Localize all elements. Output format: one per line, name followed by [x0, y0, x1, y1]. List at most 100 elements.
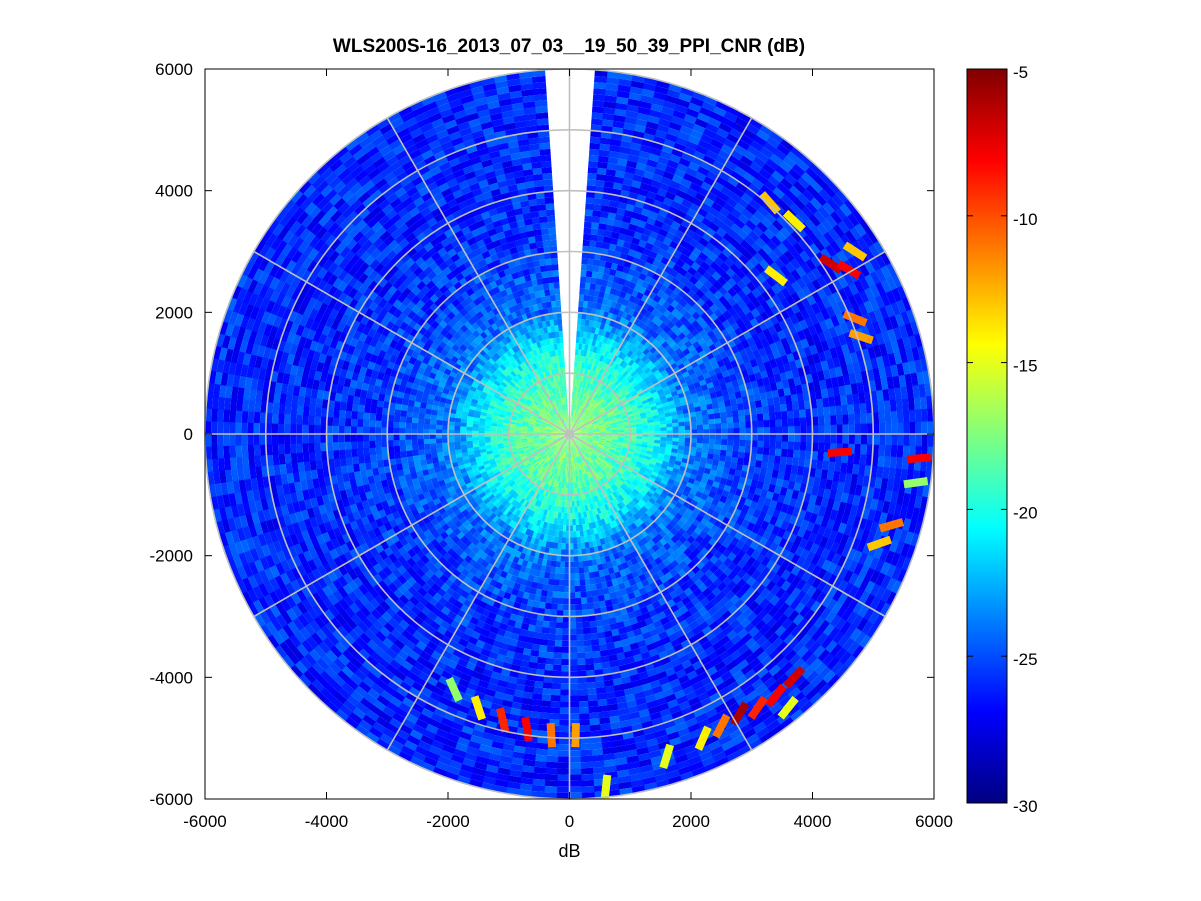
heatmap-cell	[676, 209, 688, 220]
heatmap-cell	[601, 362, 607, 370]
heatmap-cell	[665, 133, 679, 143]
heatmap-cell	[608, 150, 620, 159]
heatmap-cell	[859, 454, 867, 466]
heatmap-cell	[760, 399, 769, 408]
heatmap-cell	[617, 330, 624, 338]
heatmap-cell	[615, 245, 624, 253]
chart-title: WLS200S-16_2013_07_03__19_50_39_PPI_CNR …	[333, 36, 805, 57]
heatmap-cell	[658, 182, 671, 192]
heatmap-cell	[889, 456, 897, 470]
heatmap-cell	[662, 197, 674, 207]
heatmap-cell	[663, 138, 677, 149]
heatmap-cell	[579, 386, 584, 394]
heatmap-cell	[846, 394, 854, 406]
heatmap-cell	[715, 100, 731, 112]
heatmap-cell	[891, 422, 898, 435]
heatmap-cell	[817, 451, 825, 462]
heatmap-cell	[884, 411, 892, 424]
heatmap-cell	[577, 373, 581, 381]
heatmap-cell	[612, 348, 619, 356]
heatmap-cell	[786, 449, 794, 459]
heatmap-cell	[702, 424, 710, 430]
heatmap-cell	[595, 179, 606, 188]
heatmap-cell	[860, 434, 868, 446]
heatmap-cell	[577, 349, 582, 356]
heatmap-cell	[642, 228, 652, 237]
heatmap-cell	[739, 421, 746, 429]
heatmap-cell	[570, 415, 573, 422]
heatmap-cell	[577, 318, 582, 326]
heatmap-cell	[606, 218, 616, 226]
heatmap-cell	[594, 185, 605, 194]
heatmap-cell	[727, 434, 734, 441]
heatmap-cell	[684, 193, 696, 204]
heatmap-cell	[582, 239, 591, 247]
heatmap-cell	[580, 276, 587, 283]
heatmap-cell	[591, 302, 598, 310]
heatmap-cell	[594, 69, 609, 78]
heatmap-cell	[633, 231, 643, 240]
heatmap-cell	[588, 295, 595, 303]
heatmap-cell	[605, 89, 619, 97]
heatmap-cell	[613, 176, 625, 185]
heatmap-cell	[644, 165, 657, 174]
heatmap-cell	[766, 398, 775, 407]
heatmap-cell	[614, 335, 622, 343]
heatmap-cell	[628, 148, 641, 157]
heatmap-cell	[588, 154, 600, 162]
heatmap-cell	[596, 173, 607, 182]
heatmap-cell	[609, 346, 616, 354]
heatmap-cell	[587, 363, 593, 371]
heatmap-cell	[690, 96, 705, 108]
heatmap-cell	[859, 402, 867, 415]
heatmap-cell	[775, 434, 783, 442]
heatmap-cell	[575, 410, 578, 417]
heatmap-cell	[781, 418, 789, 428]
heatmap-cell	[629, 217, 640, 226]
heatmap-cell	[587, 383, 592, 390]
heatmap-cell	[576, 324, 582, 332]
heatmap-cell	[570, 421, 572, 429]
heatmap-cell	[573, 367, 577, 374]
heatmap-cell	[574, 361, 578, 368]
heatmap-cell	[597, 341, 603, 349]
heatmap-cell	[602, 242, 611, 250]
heatmap-cell	[654, 253, 665, 263]
heatmap-cell	[579, 282, 586, 289]
heatmap-cell	[575, 392, 579, 399]
heatmap-cell	[582, 337, 587, 345]
heatmap-cell	[690, 129, 704, 140]
heatmap-cell	[651, 141, 665, 151]
heatmap-cell	[575, 404, 578, 411]
heatmap-cell	[675, 189, 688, 200]
heatmap-cell	[620, 331, 628, 340]
heatmap-cell	[697, 166, 710, 177]
heatmap-cell	[631, 237, 641, 246]
heatmap-cell	[642, 428, 649, 432]
heatmap-cell	[625, 273, 634, 282]
heatmap-cell	[662, 237, 673, 247]
heatmap-cell	[594, 359, 600, 367]
heatmap-cell	[632, 174, 644, 183]
heatmap-cell	[586, 369, 591, 377]
heatmap-cell	[651, 97, 666, 107]
heatmap-cell	[648, 109, 663, 119]
heatmap-cell	[572, 416, 574, 423]
heatmap-cell	[575, 349, 579, 356]
heatmap-cell	[854, 443, 861, 456]
heatmap-cell	[606, 162, 618, 171]
heatmap-cell	[638, 188, 649, 197]
heatmap-cell	[678, 425, 685, 431]
heatmap-cell	[680, 178, 693, 189]
heatmap-cell	[848, 424, 856, 435]
heatmap-cell	[613, 219, 623, 228]
heatmap-cell	[645, 121, 660, 131]
heatmap-cell	[648, 185, 660, 195]
heatmap-cell	[754, 400, 763, 409]
heatmap-cell	[572, 416, 575, 423]
heatmap-cell	[702, 438, 710, 445]
heatmap-cell	[613, 114, 627, 123]
heatmap-cell	[767, 454, 775, 464]
heatmap-cell	[617, 337, 625, 345]
heatmap-cell	[580, 406, 584, 413]
